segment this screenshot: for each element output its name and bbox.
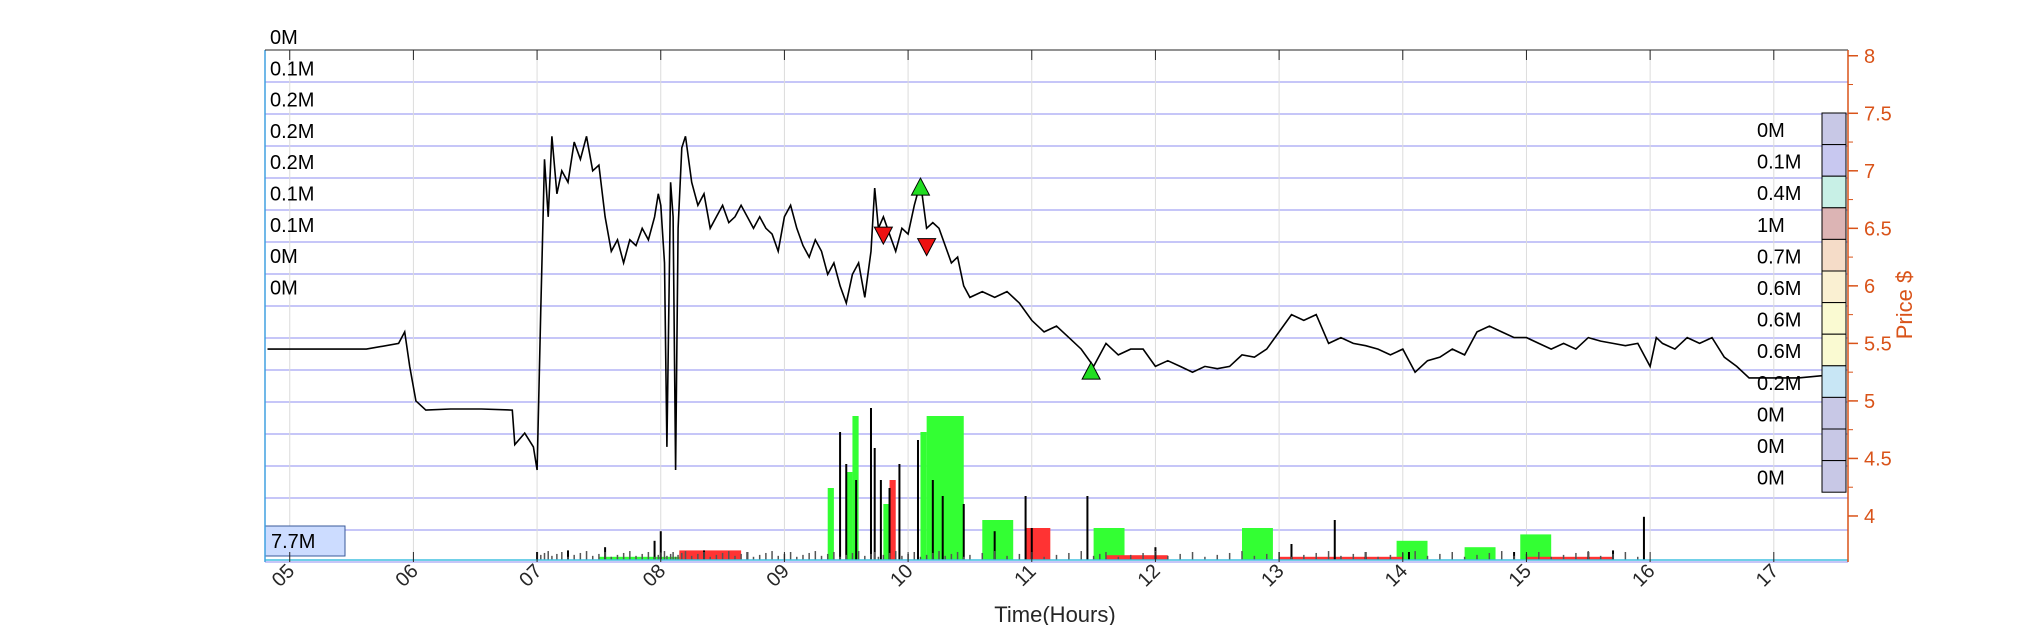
volume-profile-box bbox=[1821, 238, 1847, 272]
left-volume-label: 0.1M bbox=[270, 58, 314, 80]
x-tick-label: 15 bbox=[1505, 560, 1536, 591]
y-tick-label: 6 bbox=[1864, 276, 1875, 298]
sell-marker bbox=[916, 238, 937, 257]
volume-profile-label: 0.6M bbox=[1757, 341, 1801, 363]
volume-profile-box bbox=[1821, 460, 1847, 493]
buy-marker bbox=[1081, 361, 1101, 380]
x-tick-label: 06 bbox=[392, 560, 423, 591]
volume-bar-buy bbox=[883, 504, 890, 560]
y-tick-label: 8 bbox=[1864, 46, 1875, 68]
x-tick-label: 07 bbox=[515, 560, 546, 591]
x-tick-label: 17 bbox=[1752, 560, 1783, 591]
buy-marker bbox=[910, 176, 931, 196]
volume-bars bbox=[265, 408, 1848, 561]
x-axis-title: Time(Hours) bbox=[994, 602, 1115, 625]
volume-profile-label: 0.6M bbox=[1757, 278, 1801, 300]
y-tick-label: 6.5 bbox=[1864, 218, 1892, 240]
volume-bar-buy bbox=[982, 520, 1014, 560]
y-tick-label: 5 bbox=[1864, 391, 1875, 413]
volume-profile-label: 0.2M bbox=[1757, 373, 1801, 395]
price-series bbox=[267, 136, 1836, 471]
volume-profile-box bbox=[1821, 365, 1847, 398]
x-tick-label: 08 bbox=[639, 560, 670, 591]
volume-bar-buy bbox=[846, 472, 853, 560]
volume-profile-label: 0M bbox=[1757, 468, 1785, 490]
grid bbox=[265, 49, 1848, 563]
left-volume-label: 0M bbox=[270, 277, 298, 299]
x-tick-label: 09 bbox=[763, 560, 794, 591]
total-volume-label: 7.7M bbox=[271, 531, 315, 553]
left-volume-label: 0.2M bbox=[270, 90, 314, 112]
volume-profile-box bbox=[1821, 144, 1847, 177]
y-tick-label: 7.5 bbox=[1864, 103, 1892, 125]
left-volume-label: 0.2M bbox=[270, 152, 314, 174]
volume-bar-buy bbox=[920, 432, 927, 560]
axes: 8 7.5 7 6.5 6 5.5 5 4.5 4 05 06 07 08 09 10 11 12 13 14 15 1… bbox=[264, 46, 1917, 625]
y-tick-label: 5.5 bbox=[1864, 333, 1892, 355]
volume-profile-box bbox=[1821, 175, 1847, 209]
left-volume-label: 0M bbox=[270, 27, 298, 49]
volume-profile-label: 1M bbox=[1757, 215, 1785, 237]
x-tick-label: 14 bbox=[1381, 560, 1412, 591]
volume-bar-buy bbox=[1242, 528, 1273, 560]
volume-profile-label: 0.4M bbox=[1757, 183, 1801, 205]
y-tick-label: 7 bbox=[1864, 161, 1875, 183]
y-tick-label: 4 bbox=[1864, 506, 1875, 528]
volume-profile-label: 0.7M bbox=[1757, 246, 1801, 268]
volume-bar-sell bbox=[679, 550, 742, 560]
left-volume-label: 0.1M bbox=[270, 215, 314, 237]
x-tick-label: 12 bbox=[1134, 560, 1165, 591]
x-tick-label: 10 bbox=[886, 560, 917, 591]
price-line bbox=[267, 136, 1836, 471]
volume-profile-box bbox=[1821, 270, 1847, 304]
volume-bar-buy bbox=[1396, 540, 1428, 560]
volume-bar-buy bbox=[1520, 534, 1552, 560]
volume-bar-sell bbox=[1025, 528, 1051, 560]
volume-profile-box bbox=[1821, 396, 1847, 430]
volume-profile-box bbox=[1821, 112, 1847, 146]
volume-bar-sell bbox=[1526, 556, 1614, 560]
volume-bar-sell bbox=[1105, 555, 1168, 560]
x-tick-label: 13 bbox=[1257, 560, 1288, 591]
sell-marker bbox=[873, 226, 894, 246]
y-axis-title: Price $ bbox=[1892, 271, 1917, 339]
volume-profile-box bbox=[1821, 333, 1847, 367]
x-tick-label: 16 bbox=[1628, 560, 1659, 591]
volume-bar-buy bbox=[1093, 528, 1125, 560]
volume-bar-sell bbox=[889, 480, 896, 560]
labels: 0M 0.1M 0.2M 0.2M 0.2M 0.1M 0.1M 0M 0M 0M 0.1M 0.4M… bbox=[264, 27, 1847, 557]
volume-bar-buy bbox=[827, 488, 834, 560]
y-tick-label: 4.5 bbox=[1864, 448, 1892, 470]
left-volume-label: 0.2M bbox=[270, 121, 314, 143]
volume-profile-label: 0M bbox=[1757, 436, 1785, 458]
left-volume-label: 0.1M bbox=[270, 184, 314, 206]
volume-profile-box bbox=[1821, 302, 1847, 335]
left-volume-label: 0M bbox=[270, 246, 298, 268]
volume-bar-buy bbox=[1464, 547, 1496, 560]
total-volume-box bbox=[264, 525, 346, 557]
trade-markers bbox=[873, 176, 1101, 380]
x-tick-label: 05 bbox=[268, 560, 299, 591]
volume-profile-label: 0.1M bbox=[1757, 152, 1801, 174]
volume-profile-box bbox=[1821, 207, 1847, 240]
volume-profile-label: 0.6M bbox=[1757, 310, 1801, 332]
volume-profile-label: 0M bbox=[1757, 404, 1785, 426]
volume-profile-box bbox=[1821, 428, 1847, 462]
x-tick-label: 11 bbox=[1010, 561, 1040, 591]
volume-profile-label: 0M bbox=[1757, 120, 1785, 142]
